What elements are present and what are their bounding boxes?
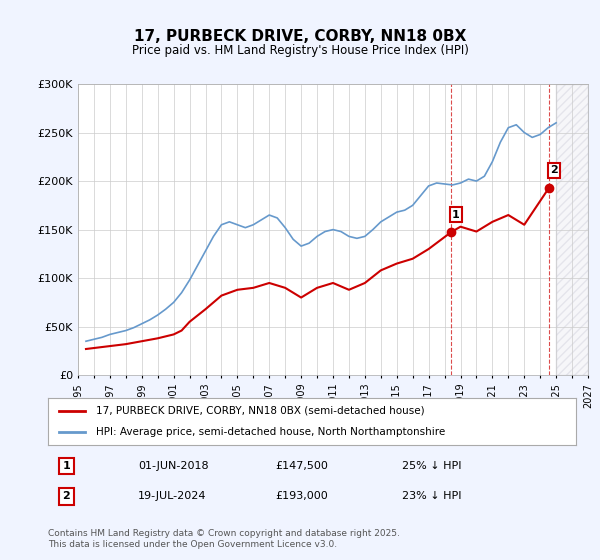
Text: HPI: Average price, semi-detached house, North Northamptonshire: HPI: Average price, semi-detached house,… bbox=[95, 427, 445, 437]
Text: £193,000: £193,000 bbox=[275, 491, 328, 501]
Text: £147,500: £147,500 bbox=[275, 461, 328, 471]
Text: Price paid vs. HM Land Registry's House Price Index (HPI): Price paid vs. HM Land Registry's House … bbox=[131, 44, 469, 57]
Text: 1: 1 bbox=[452, 209, 460, 220]
Text: 23% ↓ HPI: 23% ↓ HPI bbox=[402, 491, 461, 501]
Text: 25% ↓ HPI: 25% ↓ HPI bbox=[402, 461, 461, 471]
Text: 19-JUL-2024: 19-JUL-2024 bbox=[138, 491, 206, 501]
Text: Contains HM Land Registry data © Crown copyright and database right 2025.
This d: Contains HM Land Registry data © Crown c… bbox=[48, 529, 400, 549]
Text: 17, PURBECK DRIVE, CORBY, NN18 0BX: 17, PURBECK DRIVE, CORBY, NN18 0BX bbox=[134, 29, 466, 44]
Text: 17, PURBECK DRIVE, CORBY, NN18 0BX (semi-detached house): 17, PURBECK DRIVE, CORBY, NN18 0BX (semi… bbox=[95, 406, 424, 416]
Bar bbox=[556, 84, 588, 375]
Text: 2: 2 bbox=[550, 165, 557, 175]
Text: 2: 2 bbox=[62, 491, 70, 501]
Text: 01-JUN-2018: 01-JUN-2018 bbox=[138, 461, 208, 471]
Bar bbox=[556, 84, 588, 375]
Text: 1: 1 bbox=[62, 461, 70, 471]
